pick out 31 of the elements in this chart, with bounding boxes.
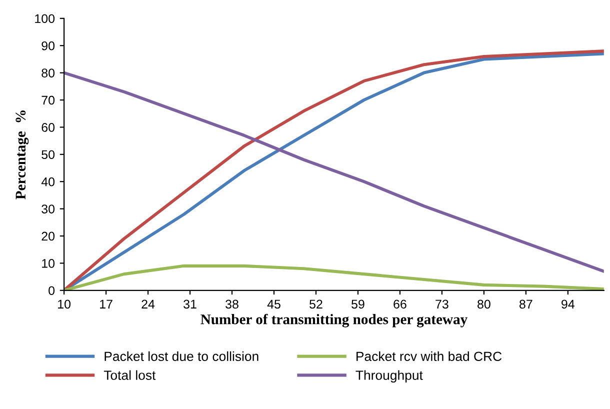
y-tick-label: 0	[48, 286, 55, 296]
legend-label: Total lost	[104, 370, 156, 380]
x-tick-label: 31	[184, 300, 196, 309]
y-axis-title: Percentage %	[16, 110, 29, 200]
x-axis-title: Number of transmitting nodes per gateway	[200, 314, 468, 328]
legend-label: Throughput	[356, 370, 423, 383]
x-tick-label: 17	[100, 300, 112, 308]
x-tick-label: 38	[226, 300, 238, 309]
x-tick-label: 59	[352, 300, 364, 309]
x-tick-label: 45	[267, 300, 280, 309]
y-tick-label: 70	[42, 96, 55, 105]
x-tick-label: 52	[310, 300, 322, 309]
x-tick-label: 66	[394, 300, 406, 309]
x-tick-label: 94	[562, 300, 574, 309]
x-tick-label: 73	[436, 300, 448, 309]
y-tick-label: 30	[42, 204, 55, 214]
x-tick-label: 80	[478, 300, 490, 309]
line-series	[64, 71, 604, 273]
legend-label: Packet lost due to collision	[104, 351, 258, 362]
y-tick-label: 40	[41, 177, 55, 186]
legend-label: Packet rcv with bad CRC	[356, 351, 502, 362]
y-tick-label: 90	[42, 41, 55, 50]
y-tick-label: 50	[42, 150, 55, 160]
y-tick-label: 20	[42, 232, 55, 241]
y-tick-label: 100	[35, 14, 55, 24]
x-tick-label: 87	[520, 300, 532, 309]
y-tick-label: 10	[42, 258, 55, 268]
x-tick-label: 24	[142, 300, 155, 308]
y-tick-label: 60	[42, 123, 55, 132]
x-tick-label: 10	[58, 300, 71, 309]
y-tick-label: 80	[42, 68, 55, 78]
